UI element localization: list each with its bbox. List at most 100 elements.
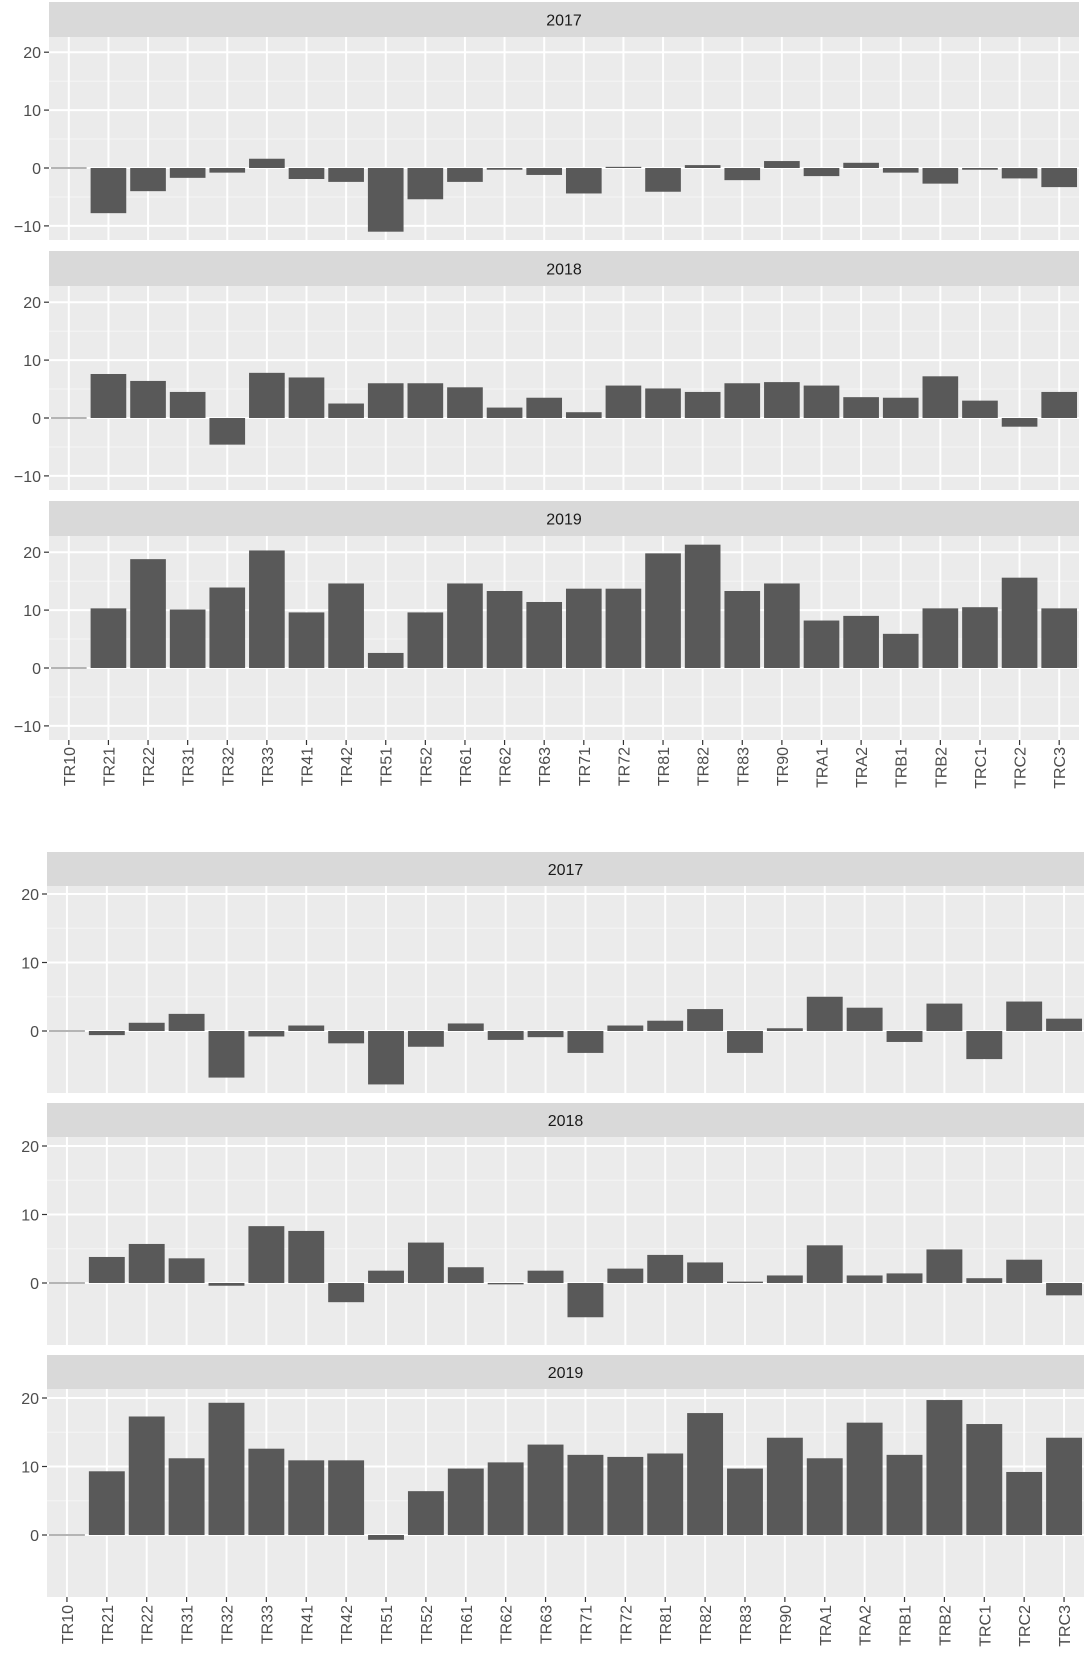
bar-TR63: [526, 168, 563, 175]
bar-TRC1: [966, 1278, 1003, 1283]
bar-TR81: [647, 1453, 684, 1535]
facet-strip: [49, 2, 1079, 37]
bar-TR62: [487, 1031, 524, 1040]
bar-TR31: [169, 609, 206, 668]
x-tick-label: TR21: [100, 1605, 117, 1644]
bar-TR71: [565, 588, 602, 668]
bar-TR52: [407, 1491, 444, 1535]
x-tick-label: TRC1: [977, 1605, 994, 1647]
panel-background: [49, 37, 1079, 240]
panel-2019: 2019 0 10 20: [21, 1355, 1084, 1597]
bar-TRC1: [966, 1031, 1003, 1060]
bar-TR52: [407, 612, 444, 668]
bar-TR42: [328, 403, 364, 418]
bar-TR71: [567, 1031, 604, 1053]
bar-TR32: [209, 418, 246, 445]
bar-TR82: [684, 544, 721, 668]
bar-TR51: [368, 1535, 404, 1540]
x-tick-label: TRC1: [973, 747, 990, 789]
bar-TR31: [168, 1013, 205, 1031]
y-tick-label: 10: [21, 1460, 39, 1477]
x-tick-label: TRC2: [1017, 1605, 1034, 1647]
x-tick-label: TR90: [778, 1605, 795, 1644]
y-tick-label: 10: [23, 103, 41, 120]
x-tick-label: TRC3: [1057, 1605, 1074, 1647]
y-tick-label: 0: [32, 661, 41, 678]
bar-TR21: [90, 168, 127, 214]
bar-TR33: [248, 1226, 285, 1283]
bar-TR41: [288, 168, 325, 180]
y-tick-label: 20: [21, 1391, 39, 1408]
bar-TRC1: [962, 168, 998, 170]
bar-TR21: [90, 608, 127, 668]
x-tick-label: TR41: [300, 747, 317, 786]
x-tick-label: TRB1: [894, 747, 911, 788]
y-tick-label: 20: [21, 1139, 39, 1156]
bar-TR31: [168, 1258, 205, 1283]
bar-TRC3: [1041, 391, 1078, 418]
x-tick-label: TR32: [220, 747, 237, 786]
x-tick-label: TR61: [459, 1605, 476, 1644]
bar-TR83: [724, 383, 761, 418]
x-tick-label: TR10: [62, 747, 79, 786]
bar-TR62: [486, 407, 523, 418]
bar-TR10: [50, 167, 87, 169]
bar-TRC1: [962, 400, 998, 418]
y-tick-label: −10: [14, 219, 41, 236]
bar-TR81: [647, 1254, 684, 1283]
y-tick-label: −10: [14, 719, 41, 736]
panel-background: [47, 886, 1084, 1093]
bar-TR61: [447, 1023, 484, 1031]
bar-TRB2: [926, 1400, 963, 1535]
x-tick-label: TR72: [618, 1605, 635, 1644]
facet-strip: [47, 852, 1084, 886]
bar-TR61: [447, 168, 483, 182]
facet-strip: [47, 1103, 1084, 1137]
bar-TR21: [88, 1256, 125, 1283]
bar-TRA2: [843, 615, 879, 668]
bar-TR82: [687, 1262, 724, 1283]
bar-TR81: [645, 553, 681, 668]
bar-TRC2: [1006, 1001, 1043, 1031]
bar-TR71: [567, 1283, 604, 1318]
facet-strip: [47, 1355, 1084, 1389]
bar-TR21: [90, 373, 127, 418]
x-tick-label: TR81: [658, 1605, 675, 1644]
x-tick-label: TR22: [141, 747, 158, 786]
bar-TRB2: [922, 608, 959, 668]
x-tick-label: TR31: [181, 747, 198, 786]
bar-TRB2: [926, 1003, 963, 1031]
chart-2: 2017 0 10 20 2018 0 10 20 2019 0 10 20 TR10 TR21 TR22 T…: [21, 852, 1084, 1647]
bar-TR10: [50, 417, 87, 419]
bar-TR32: [209, 587, 246, 668]
bar-TR41: [288, 1460, 325, 1535]
bar-TRA1: [806, 996, 843, 1031]
x-tick-label: TR82: [696, 747, 713, 786]
bar-TR81: [645, 388, 681, 418]
x-tick-label: TRB2: [937, 1605, 954, 1646]
bar-TR83: [724, 590, 761, 668]
bar-TR90: [764, 382, 800, 418]
bar-TR82: [687, 1413, 724, 1535]
x-tick-label: TR21: [101, 747, 118, 786]
x-tick-label: TR63: [537, 747, 554, 786]
facet-strip-label: 2017: [546, 13, 582, 30]
bar-TRC2: [1001, 577, 1038, 668]
x-tick-label: TR51: [379, 1605, 396, 1644]
bar-TRC1: [962, 607, 998, 668]
bar-TR82: [684, 165, 721, 168]
x-tick-label: TRA2: [858, 1605, 875, 1646]
bar-TR61: [447, 1468, 484, 1535]
bar-TRB2: [926, 1249, 963, 1283]
x-tick-label: TR52: [418, 747, 435, 786]
bar-TR63: [527, 1270, 564, 1283]
facet-strip: [49, 251, 1079, 286]
bar-TR22: [128, 1022, 165, 1031]
bar-TR90: [764, 583, 800, 668]
bar-TRA2: [846, 1275, 883, 1283]
bar-TR83: [727, 1281, 763, 1283]
x-tick-label: TR32: [219, 1605, 236, 1644]
bar-TR33: [249, 550, 285, 668]
bar-TR61: [447, 583, 483, 668]
